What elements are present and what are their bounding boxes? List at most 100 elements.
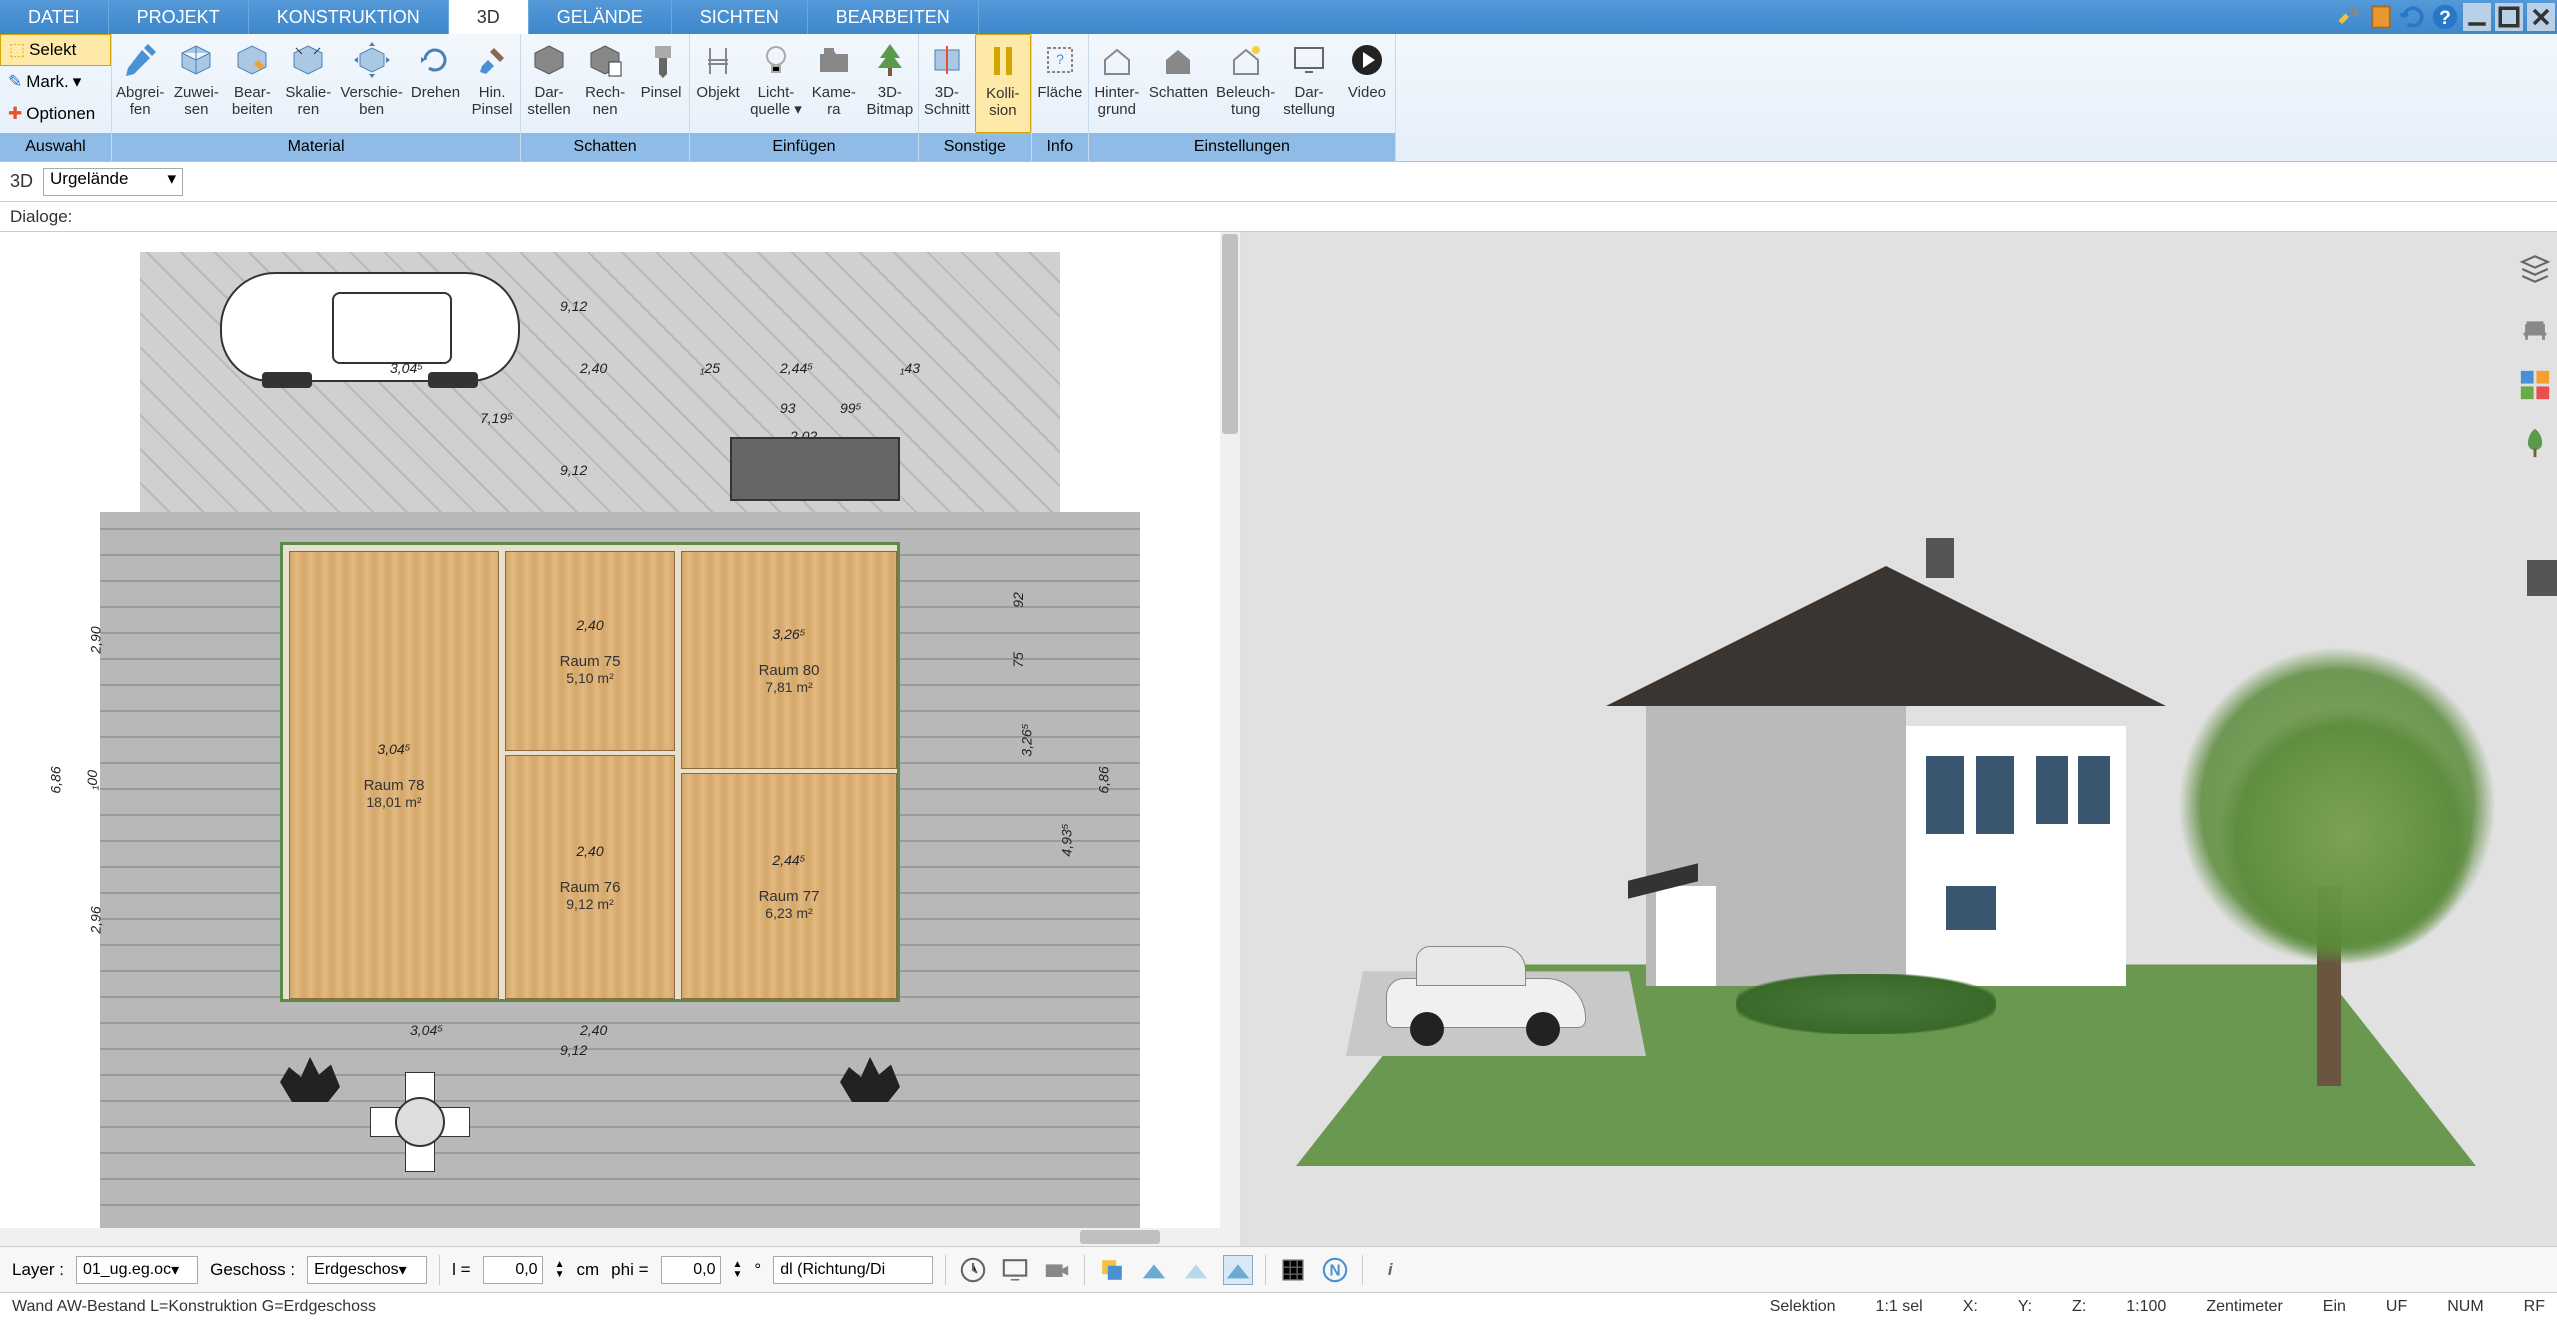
house-3d [1646,586,2126,986]
group-label: Info [1032,133,1088,161]
dim: 9,12 [560,1042,587,1058]
l-input[interactable] [483,1256,543,1284]
tool-area[interactable]: ?Fläche [1032,34,1088,133]
dim: 93 [780,400,796,416]
l-label: l = [452,1260,470,1280]
menu-tab-3d[interactable]: 3D [449,0,529,34]
sub-toolbar: 3D Urgelände▾ [0,162,2557,202]
info-icon[interactable]: i [1375,1255,1405,1285]
tool-cube-calc[interactable]: Rech-nen [577,34,633,133]
snap2-icon[interactable] [1181,1255,1211,1285]
status-uf: UF [2386,1298,2407,1316]
geschoss-dropdown[interactable]: Erdgeschos ▾ [307,1256,427,1284]
tool-collision[interactable]: Kolli-sion [975,34,1031,133]
room: 2,44⁵Raum 776,23 m² [681,773,897,999]
menu-tab-sichten[interactable]: SICHTEN [672,0,808,34]
tool-brush[interactable]: Hin.Pinsel [464,34,520,133]
group-label: Material [112,133,520,161]
menu-tab-datei[interactable]: DATEI [0,0,109,34]
dim: 3,04⁵ [390,360,423,376]
status-z: Z: [2072,1298,2086,1316]
snap1-icon[interactable] [1139,1255,1169,1285]
status-ein: Ein [2323,1298,2346,1316]
house-floorplan: 3,04⁵Raum 7818,01 m²2,40Raum 755,10 m²2,… [280,542,900,1002]
tool-eyedropper[interactable]: Abgrei-fen [112,34,168,133]
main-menubar: DATEI PROJEKT KONSTRUKTION 3D GELÄNDE SI… [0,0,2557,34]
clipboard-icon[interactable] [2367,3,2395,31]
help-icon[interactable]: ? [2431,3,2459,31]
selekt-button[interactable]: ⬚Selekt [0,34,111,66]
tool-house-shadow[interactable]: Schatten [1145,34,1212,133]
camera-icon[interactable] [1042,1255,1072,1285]
refresh-icon[interactable] [2399,3,2427,31]
svg-text:?: ? [2439,8,2451,29]
room: 3,26⁵Raum 807,81 m² [681,551,897,769]
north-icon[interactable]: N [1320,1255,1350,1285]
grid-icon[interactable] [1278,1255,1308,1285]
tool-camera[interactable]: Kame-ra [806,34,862,133]
phi-input[interactable] [661,1256,721,1284]
tool-bulb[interactable]: Licht-quelle ▾ [746,34,806,133]
menu-tab-gelaende[interactable]: GELÄNDE [529,0,672,34]
dim-top-total: 9,12 [560,298,587,314]
clock-icon[interactable] [958,1255,988,1285]
menu-tab-projekt[interactable]: PROJEKT [109,0,249,34]
ribbon-toolbar: ⬚Selekt ✎Mark. ▾ ✚Optionen Auswahl Abgre… [0,34,2557,162]
side-handle[interactable] [2527,560,2557,596]
car-3d [1386,946,1586,1046]
tool-cube-shadow[interactable]: Dar-stellen [521,34,577,133]
tool-cube-assign[interactable]: Zuwei-sen [168,34,224,133]
bottom-toolbar: Layer : 01_ug.eg.oc ▾ Geschoss : Erdgesc… [0,1246,2557,1292]
group-label: Schatten [521,133,689,161]
tool-chair[interactable]: Objekt [690,34,746,133]
group-label: Einfügen [690,133,918,161]
status-scale: 1:100 [2126,1298,2166,1316]
dim: 9,12 [560,462,587,478]
tool-play[interactable]: Video [1339,34,1395,133]
maximize-icon[interactable] [2495,3,2523,31]
materials-icon[interactable] [2518,368,2552,402]
layer-stack-icon[interactable] [1097,1255,1127,1285]
layers-icon[interactable] [2518,252,2552,286]
tools-icon[interactable] [2335,3,2363,31]
close-icon[interactable] [2527,3,2555,31]
furniture-icon[interactable] [2518,310,2552,344]
tool-paint[interactable]: Pinsel [633,34,689,133]
tool-house-bg[interactable]: Hinter-grund [1089,34,1145,133]
dim: 7,19⁵ [480,410,513,426]
status-rf: RF [2524,1298,2545,1316]
dim: 2,96 [88,906,104,933]
minimize-icon[interactable] [2463,3,2491,31]
dim: 3,04⁵ [410,1022,443,1038]
layer-dropdown[interactable]: 01_ug.eg.oc ▾ [76,1256,198,1284]
status-unit: Zentimeter [2206,1298,2282,1316]
optionen-button[interactable]: ✚Optionen [0,98,111,130]
shrubs-3d [1736,974,1996,1034]
mode-dropdown[interactable]: dl (Richtung/Di [773,1256,933,1284]
tool-house-light[interactable]: Beleuch-tung [1212,34,1279,133]
scrollbar-vertical[interactable] [1220,232,1240,1246]
menu-tab-bearbeiten[interactable]: BEARBEITEN [808,0,979,34]
tool-tree[interactable]: 3D-Bitmap [862,34,918,133]
mark-button[interactable]: ✎Mark. ▾ [0,66,111,98]
monitor-icon[interactable] [1000,1255,1030,1285]
view-2d[interactable]: 9,12 3,04⁵ 2,40 ₁25 2,44⁵ ₁43 7,19⁵ 93 9… [0,232,1240,1246]
tool-section[interactable]: 3D-Schnitt [919,34,975,133]
plants-icon[interactable] [2518,426,2552,460]
tool-rotate[interactable]: Drehen [407,34,464,133]
dim: 4,93⁵ [1059,823,1075,856]
view-3d[interactable] [1246,232,2557,1246]
tool-cube-scale[interactable]: Skalie-ren [280,34,336,133]
dim: 2,40 [580,360,607,376]
terrain-dropdown[interactable]: Urgelände▾ [43,168,183,196]
chimney [1926,538,1954,578]
svg-text:N: N [1330,1262,1341,1279]
status-x: X: [1963,1298,1978,1316]
group-label: Sonstige [919,133,1031,161]
tool-monitor[interactable]: Dar-stellung [1279,34,1339,133]
tool-cube-move[interactable]: Verschie-ben [336,34,407,133]
menu-tab-konstruktion[interactable]: KONSTRUKTION [249,0,449,34]
tool-cube-edit[interactable]: Bear-beiten [224,34,280,133]
snap3-icon[interactable] [1223,1255,1253,1285]
scrollbar-horizontal[interactable] [0,1228,1220,1246]
